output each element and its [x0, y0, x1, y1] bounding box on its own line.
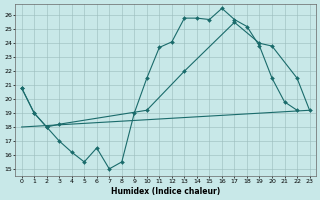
X-axis label: Humidex (Indice chaleur): Humidex (Indice chaleur) [111, 187, 220, 196]
